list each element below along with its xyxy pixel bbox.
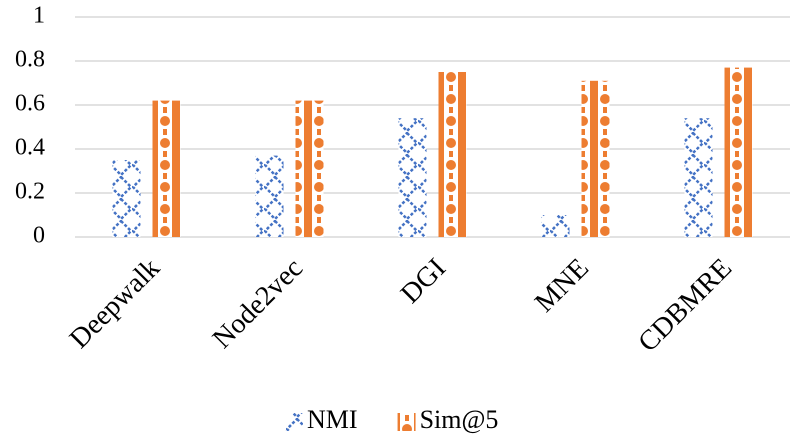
y-tick-label: 0.2 — [15, 179, 45, 205]
bar — [541, 215, 570, 237]
x-tick-label: DGI — [395, 253, 452, 310]
y-tick-label: 1 — [33, 3, 45, 29]
x-tick-label: Deepwalk — [64, 253, 166, 355]
bar — [724, 67, 753, 237]
bar — [152, 100, 181, 237]
y-tick-label: 0.4 — [15, 135, 45, 161]
legend-swatch — [285, 413, 303, 431]
bar — [255, 155, 284, 237]
y-tick-label: 0 — [33, 223, 45, 249]
bar — [438, 72, 467, 237]
x-tick-label: MNE — [529, 253, 595, 319]
bar — [295, 100, 324, 237]
bar — [398, 118, 427, 237]
y-tick-label: 0.6 — [15, 91, 45, 117]
bar — [684, 118, 713, 237]
legend-label: Sim@5 — [420, 405, 499, 434]
y-tick-label: 0.8 — [15, 47, 45, 73]
x-tick-label: Node2vec — [207, 253, 309, 355]
legend-swatch — [397, 413, 416, 431]
legend-label: NMI — [307, 405, 358, 434]
x-tick-label: CDBMRE — [632, 253, 738, 359]
bar — [581, 80, 610, 237]
bar — [112, 160, 141, 237]
